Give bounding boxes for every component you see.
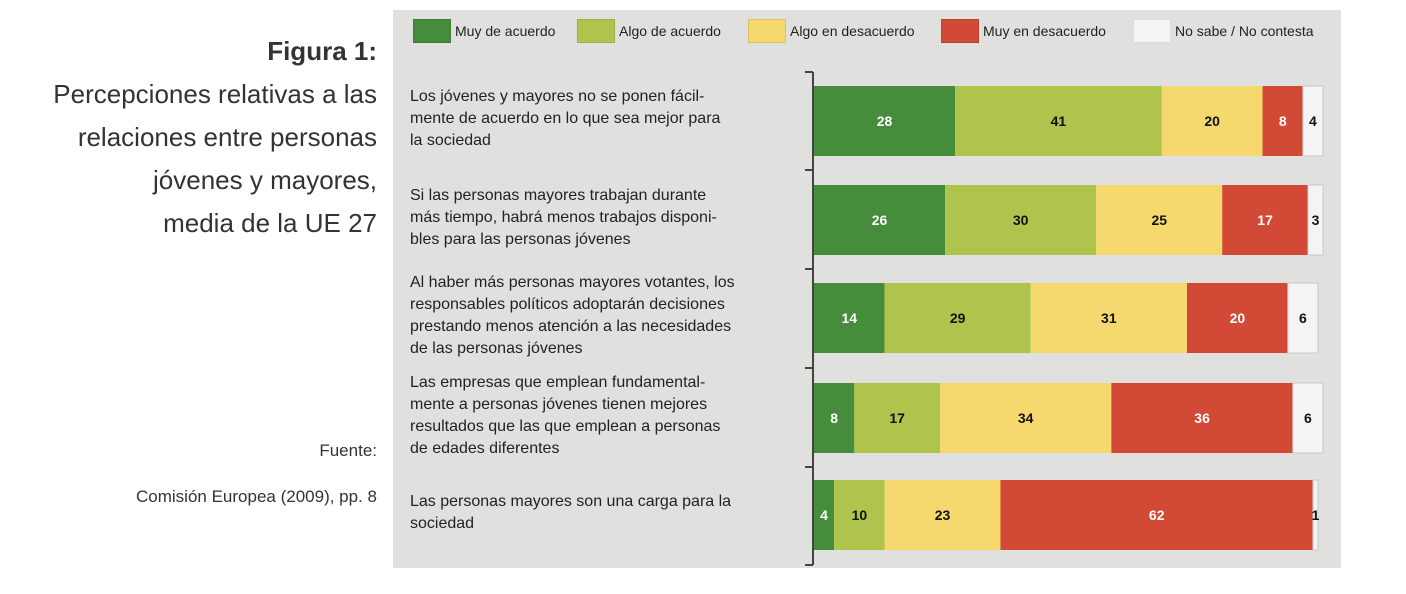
bar-segment	[814, 185, 946, 255]
bar-segment	[945, 185, 1097, 255]
bar-segment	[1262, 86, 1303, 156]
data-label: 8	[1279, 113, 1287, 129]
bar-segment	[884, 283, 1031, 353]
bar-segment	[1302, 85, 1324, 157]
bar-segment	[1000, 480, 1313, 550]
bar-segment	[1096, 185, 1223, 255]
data-label: 14	[841, 310, 857, 326]
data-label: 6	[1299, 310, 1307, 326]
legend-label: Muy en desacuerdo	[983, 23, 1106, 39]
bar-segment	[1222, 185, 1308, 255]
data-label: 4	[1309, 113, 1317, 129]
data-label: 3	[1312, 212, 1320, 228]
figure-title: Figura 1: Percepciones relativas a las r…	[53, 30, 377, 245]
legend-swatch	[1133, 19, 1171, 43]
bar-segment	[1292, 382, 1324, 454]
bar-segment	[854, 383, 940, 453]
bar-segment	[1307, 184, 1324, 256]
data-label: 6	[1304, 410, 1312, 426]
source-text: Comisión Europea (2009), pp. 8	[136, 487, 377, 506]
data-label: 17	[889, 410, 905, 426]
data-label: 20	[1204, 113, 1220, 129]
figure-number: Figura 1:	[267, 36, 377, 66]
legend-swatch	[413, 19, 451, 43]
legend-item: Muy en desacuerdo	[941, 19, 1106, 43]
data-label: 29	[950, 310, 966, 326]
legend-label: Muy de acuerdo	[455, 23, 556, 39]
legend-item: Algo en desacuerdo	[748, 19, 915, 43]
data-label: 62	[1149, 507, 1165, 523]
data-label: 8	[830, 410, 838, 426]
legend-swatch	[941, 19, 979, 43]
title-line: media de la UE 27	[163, 208, 377, 238]
title-line: jóvenes y mayores,	[153, 165, 377, 195]
category-label: Si las personas mayores trabajan durante…	[410, 187, 717, 248]
category-label: Las personas mayores son una carga para …	[410, 493, 732, 532]
bar-segment	[814, 480, 835, 550]
legend-item: Muy de acuerdo	[413, 19, 555, 43]
bar-segment	[1287, 282, 1319, 354]
bar-segment	[834, 480, 885, 550]
bar-segment	[955, 86, 1162, 156]
legend-label: Algo de acuerdo	[619, 23, 721, 39]
data-label: 4	[820, 507, 828, 523]
bar-segment	[940, 383, 1112, 453]
title-line: relaciones entre personas	[77, 122, 377, 152]
data-label: 10	[852, 507, 868, 523]
data-label: 26	[872, 212, 888, 228]
data-label: 41	[1051, 113, 1067, 129]
legend-label: Algo en desacuerdo	[790, 23, 915, 39]
data-label: 34	[1018, 410, 1034, 426]
data-label: 28	[877, 113, 893, 129]
legend-swatch	[748, 19, 786, 43]
bar-segment	[1030, 283, 1187, 353]
category-label: Los jóvenes y mayores no se ponen fácil-…	[410, 88, 721, 149]
bar-segment	[1186, 283, 1288, 353]
data-label: 20	[1230, 310, 1246, 326]
bar-segment	[814, 283, 885, 353]
source-note: Fuente: Comisión Europea (2009), pp. 8	[136, 428, 377, 520]
data-label: 30	[1013, 212, 1029, 228]
category-label: Las empresas que emplean fundamental-men…	[410, 374, 721, 457]
data-label: 1	[1312, 507, 1320, 523]
legend-item: No sabe / No contesta	[1133, 19, 1314, 43]
bar-segment	[814, 86, 956, 156]
bar-segment	[1312, 479, 1319, 551]
bar-segment	[814, 383, 855, 453]
legend-item: Algo de acuerdo	[577, 19, 721, 43]
category-label: Al haber más personas mayores votantes, …	[410, 274, 735, 357]
data-label: 23	[935, 507, 951, 523]
legend-label: No sabe / No contesta	[1175, 23, 1314, 39]
bar-segment	[1111, 383, 1293, 453]
data-label: 31	[1101, 310, 1117, 326]
data-label: 36	[1194, 410, 1210, 426]
data-label: 25	[1151, 212, 1167, 228]
data-label: 17	[1257, 212, 1273, 228]
bar-segment	[884, 480, 1001, 550]
source-label: Fuente:	[319, 441, 377, 460]
legend-swatch	[577, 19, 615, 43]
title-line: Percepciones relativas a las	[53, 79, 377, 109]
bar-segment	[1161, 86, 1263, 156]
